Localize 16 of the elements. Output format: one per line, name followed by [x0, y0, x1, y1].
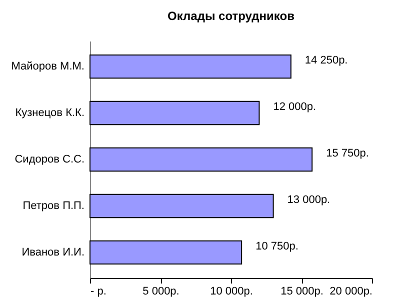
x-tick-label: 20 000р. — [330, 286, 372, 298]
chart-title: Оклады сотрудников — [168, 9, 294, 23]
data-label: 12 000р. — [273, 101, 316, 114]
x-tick-label: 10 000р. — [210, 286, 253, 298]
data-label: 10 750р. — [256, 240, 298, 252]
x-tick-label: 15 000р. — [280, 286, 324, 298]
y-tick-label: Сидоров С.С. — [14, 154, 84, 166]
data-label: 14 250р. — [304, 54, 348, 67]
data-label: 15 750р. — [326, 148, 369, 160]
y-tick-label: Иванов И.И. — [22, 246, 84, 258]
y-tick-label: Майоров М.М. — [11, 60, 84, 73]
x-tick-label: - р. — [90, 286, 106, 298]
y-tick-label: Петров П.П. — [22, 200, 84, 212]
y-tick-label: Кузнецов К.К. — [15, 107, 84, 120]
x-tick-label: 5 000р. — [142, 286, 180, 298]
data-label: 13 000р. — [287, 194, 330, 206]
